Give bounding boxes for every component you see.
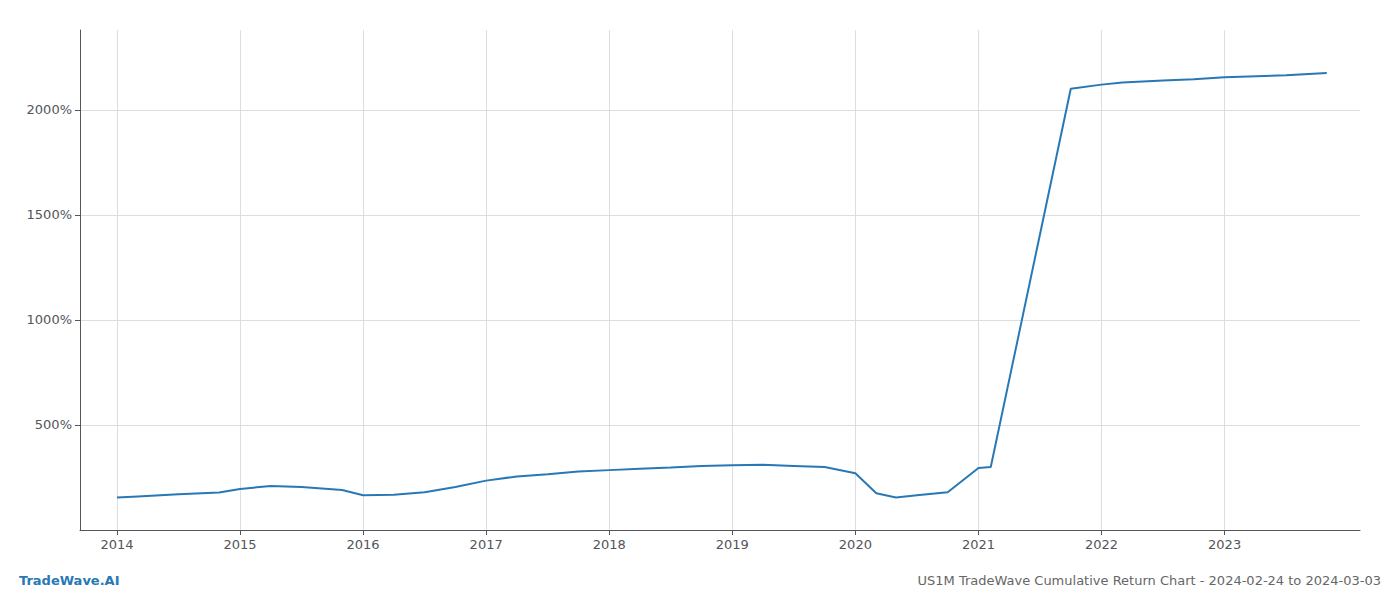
- svg-text:2017: 2017: [470, 537, 503, 552]
- svg-text:2016: 2016: [347, 537, 380, 552]
- svg-text:2019: 2019: [716, 537, 749, 552]
- svg-text:1000%: 1000%: [27, 312, 72, 327]
- svg-text:2015: 2015: [223, 537, 256, 552]
- svg-text:2020: 2020: [839, 537, 872, 552]
- svg-text:2023: 2023: [1208, 537, 1241, 552]
- svg-text:1500%: 1500%: [27, 207, 72, 222]
- svg-text:2000%: 2000%: [27, 102, 72, 117]
- svg-text:500%: 500%: [35, 417, 72, 432]
- svg-text:2014: 2014: [100, 537, 133, 552]
- svg-text:2022: 2022: [1085, 537, 1118, 552]
- svg-text:US1M TradeWave Cumulative Retu: US1M TradeWave Cumulative Return Chart -…: [918, 573, 1382, 588]
- svg-text:2018: 2018: [593, 537, 626, 552]
- svg-text:TradeWave.AI: TradeWave.AI: [19, 573, 120, 588]
- svg-text:2021: 2021: [962, 537, 995, 552]
